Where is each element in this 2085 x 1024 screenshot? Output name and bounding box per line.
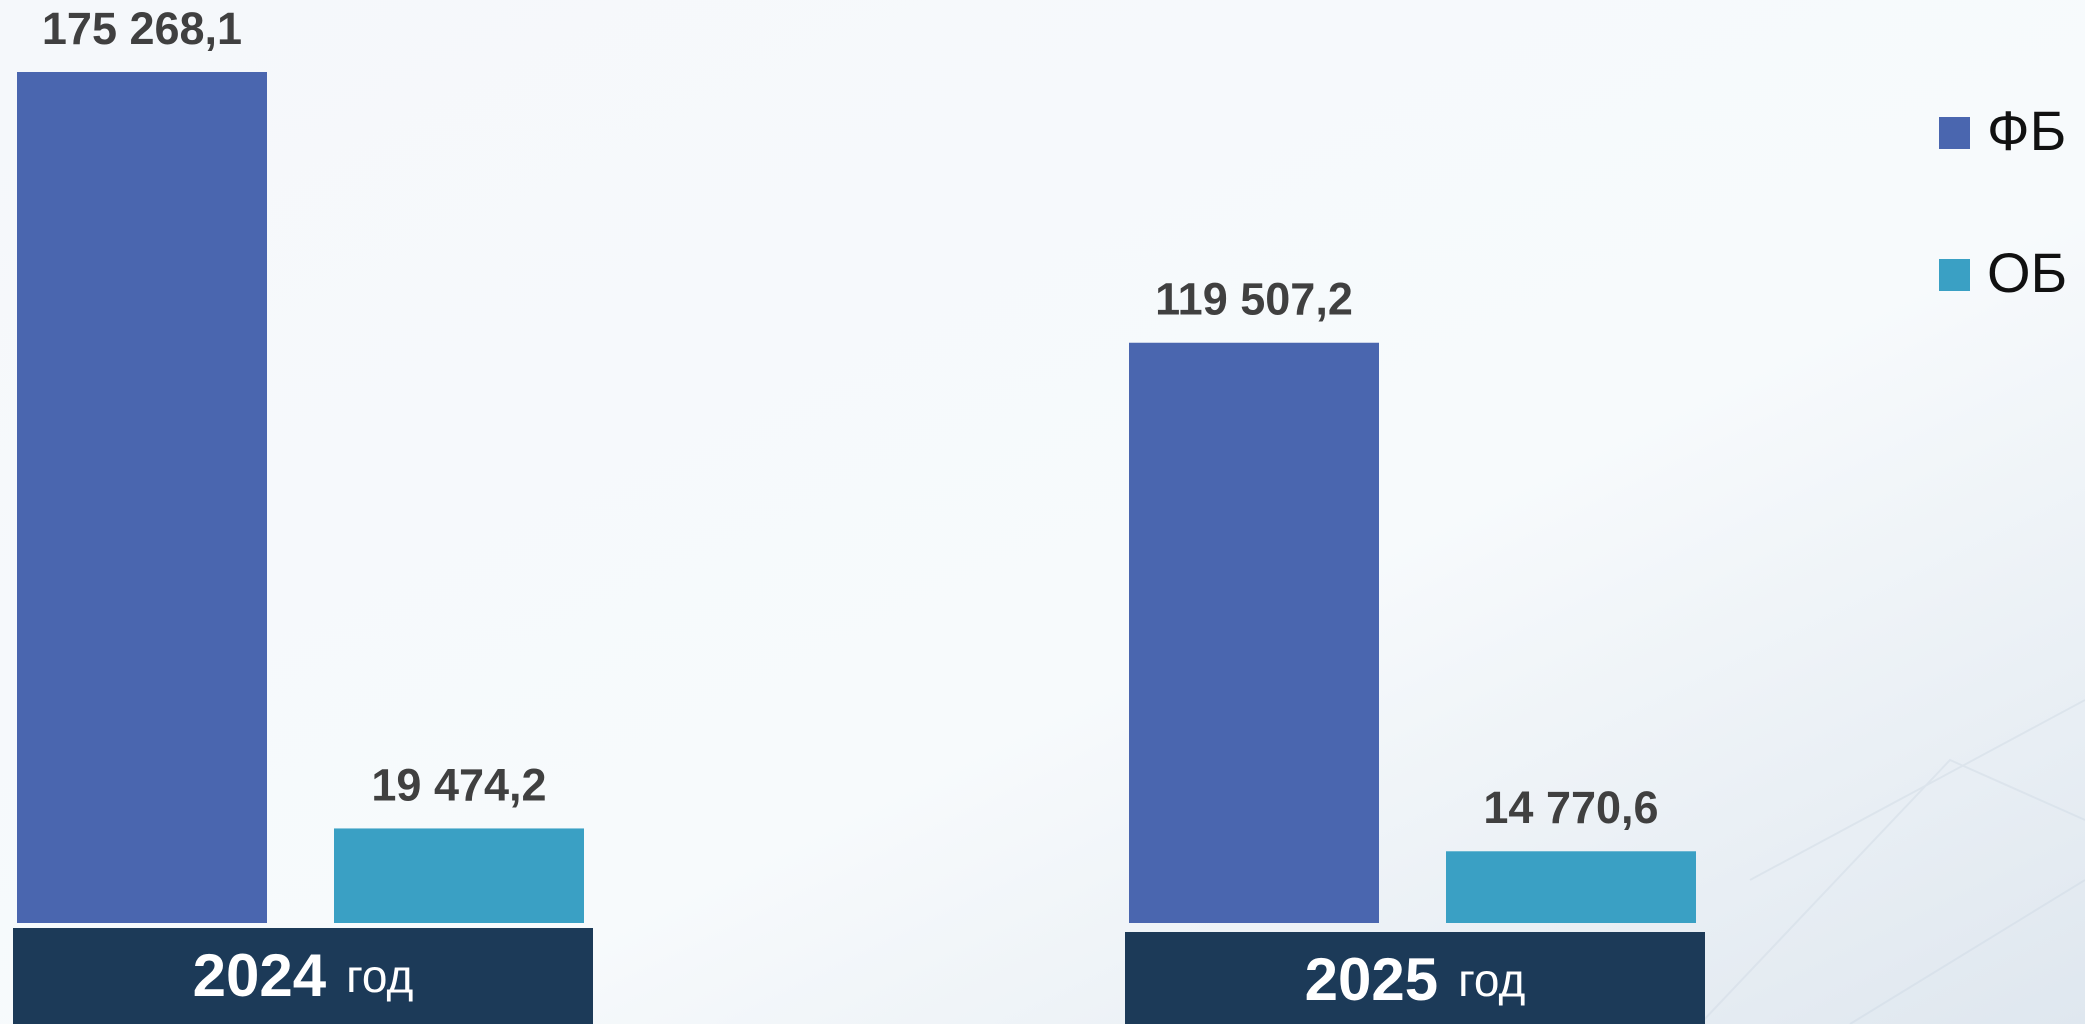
x-tick-label: 2025 год [1305, 946, 1526, 1013]
data-label: 14 770,6 [1483, 782, 1658, 833]
legend-label: ОБ [1987, 241, 2067, 304]
data-label: 175 268,1 [42, 3, 242, 54]
category-box [1125, 932, 1705, 1024]
data-label: 119 507,2 [1155, 274, 1353, 325]
legend-label: ФБ [1987, 99, 2066, 162]
category-year: 2024 [193, 942, 327, 1009]
bar [334, 828, 584, 923]
legend-swatch [1939, 259, 1970, 291]
decoration [1699, 699, 2085, 1024]
category-box [13, 928, 593, 1024]
x-tick-label: 2024 год [193, 942, 414, 1009]
bar [1446, 851, 1696, 923]
bar [1129, 342, 1379, 923]
legend-swatch [1939, 117, 1970, 149]
category-suffix: год [1458, 954, 1525, 1006]
data-label: 19 474,2 [371, 759, 546, 810]
bar [17, 72, 267, 923]
category-suffix: год [346, 950, 413, 1002]
category-year: 2025 [1305, 946, 1438, 1013]
